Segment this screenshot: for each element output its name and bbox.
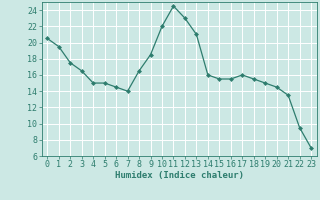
X-axis label: Humidex (Indice chaleur): Humidex (Indice chaleur) [115, 171, 244, 180]
